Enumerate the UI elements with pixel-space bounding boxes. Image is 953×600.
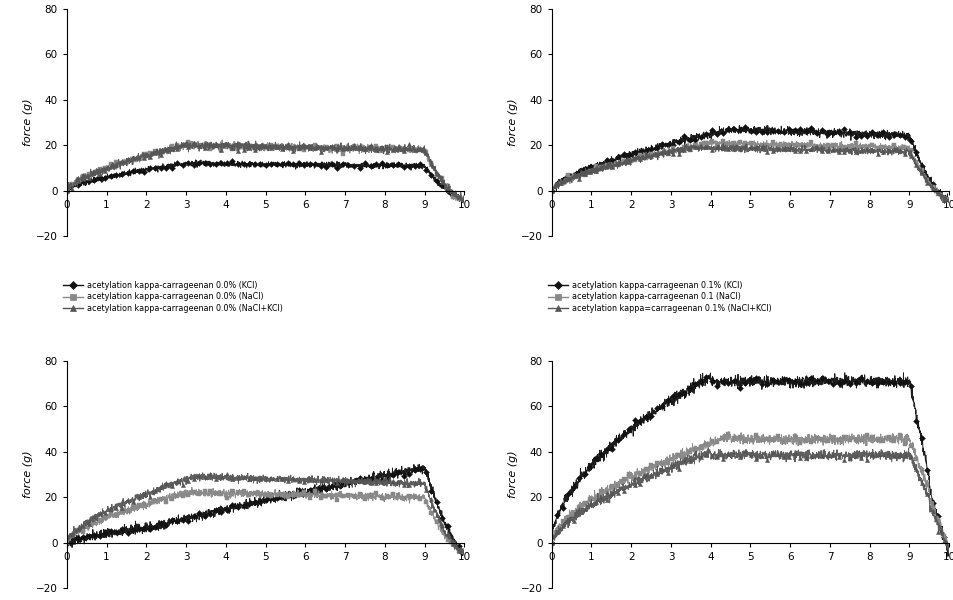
Legend: acetylation kappa-carrageenan 0.1% (KCl), acetylation kappa-carrageenan 0.1 (NaC: acetylation kappa-carrageenan 0.1% (KCl)… — [547, 281, 771, 313]
Y-axis label: force (g): force (g) — [508, 451, 517, 498]
Y-axis label: force (g): force (g) — [23, 451, 33, 498]
Y-axis label: force (g): force (g) — [508, 99, 517, 146]
Legend: acetylation kappa-carrageenan 0.0% (KCl), acetylation kappa-carrageenan 0.0% (Na: acetylation kappa-carrageenan 0.0% (KCl)… — [63, 281, 283, 313]
Y-axis label: force (g): force (g) — [23, 99, 33, 146]
